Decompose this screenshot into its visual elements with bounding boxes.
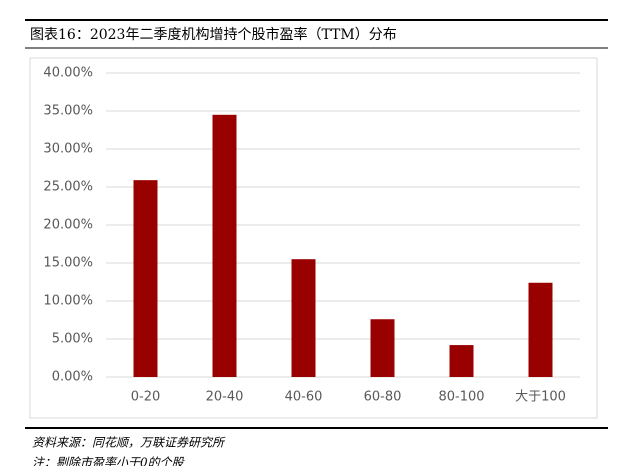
bar [449,345,474,377]
bar [212,114,237,378]
y-tick-label: 15.00% [43,256,93,271]
bar [133,180,158,377]
y-tick-label: 25.00% [43,180,93,195]
source-note: 资料来源：同花顺，万联证券研究所 [32,436,226,450]
plot-frame [29,57,598,419]
y-tick-label: 5.00% [52,332,93,347]
x-tick-label: 80-100 [438,390,484,405]
y-tick-label: 40.00% [43,66,93,81]
y-tick-label: 20.00% [43,218,93,233]
y-tick-label: 0.00% [52,370,93,385]
x-tick-label: 60-80 [364,390,402,405]
x-tick-label: 0-20 [131,390,161,405]
x-tick-label: 40-60 [285,390,323,405]
bar [291,259,316,377]
footnote: 注：剔除市盈率小于0的个股 [32,456,185,466]
bar [370,319,395,377]
y-tick-label: 30.00% [43,142,93,157]
y-tick-label: 35.00% [43,104,93,119]
x-tick-label: 20-40 [206,390,244,405]
x-tick-label: 大于100 [515,390,566,405]
y-tick-label: 10.00% [43,294,93,309]
bar [528,282,553,377]
chart-title: 图表16：2023年二季度机构增持个股市盈率（TTM）分布 [30,26,397,43]
